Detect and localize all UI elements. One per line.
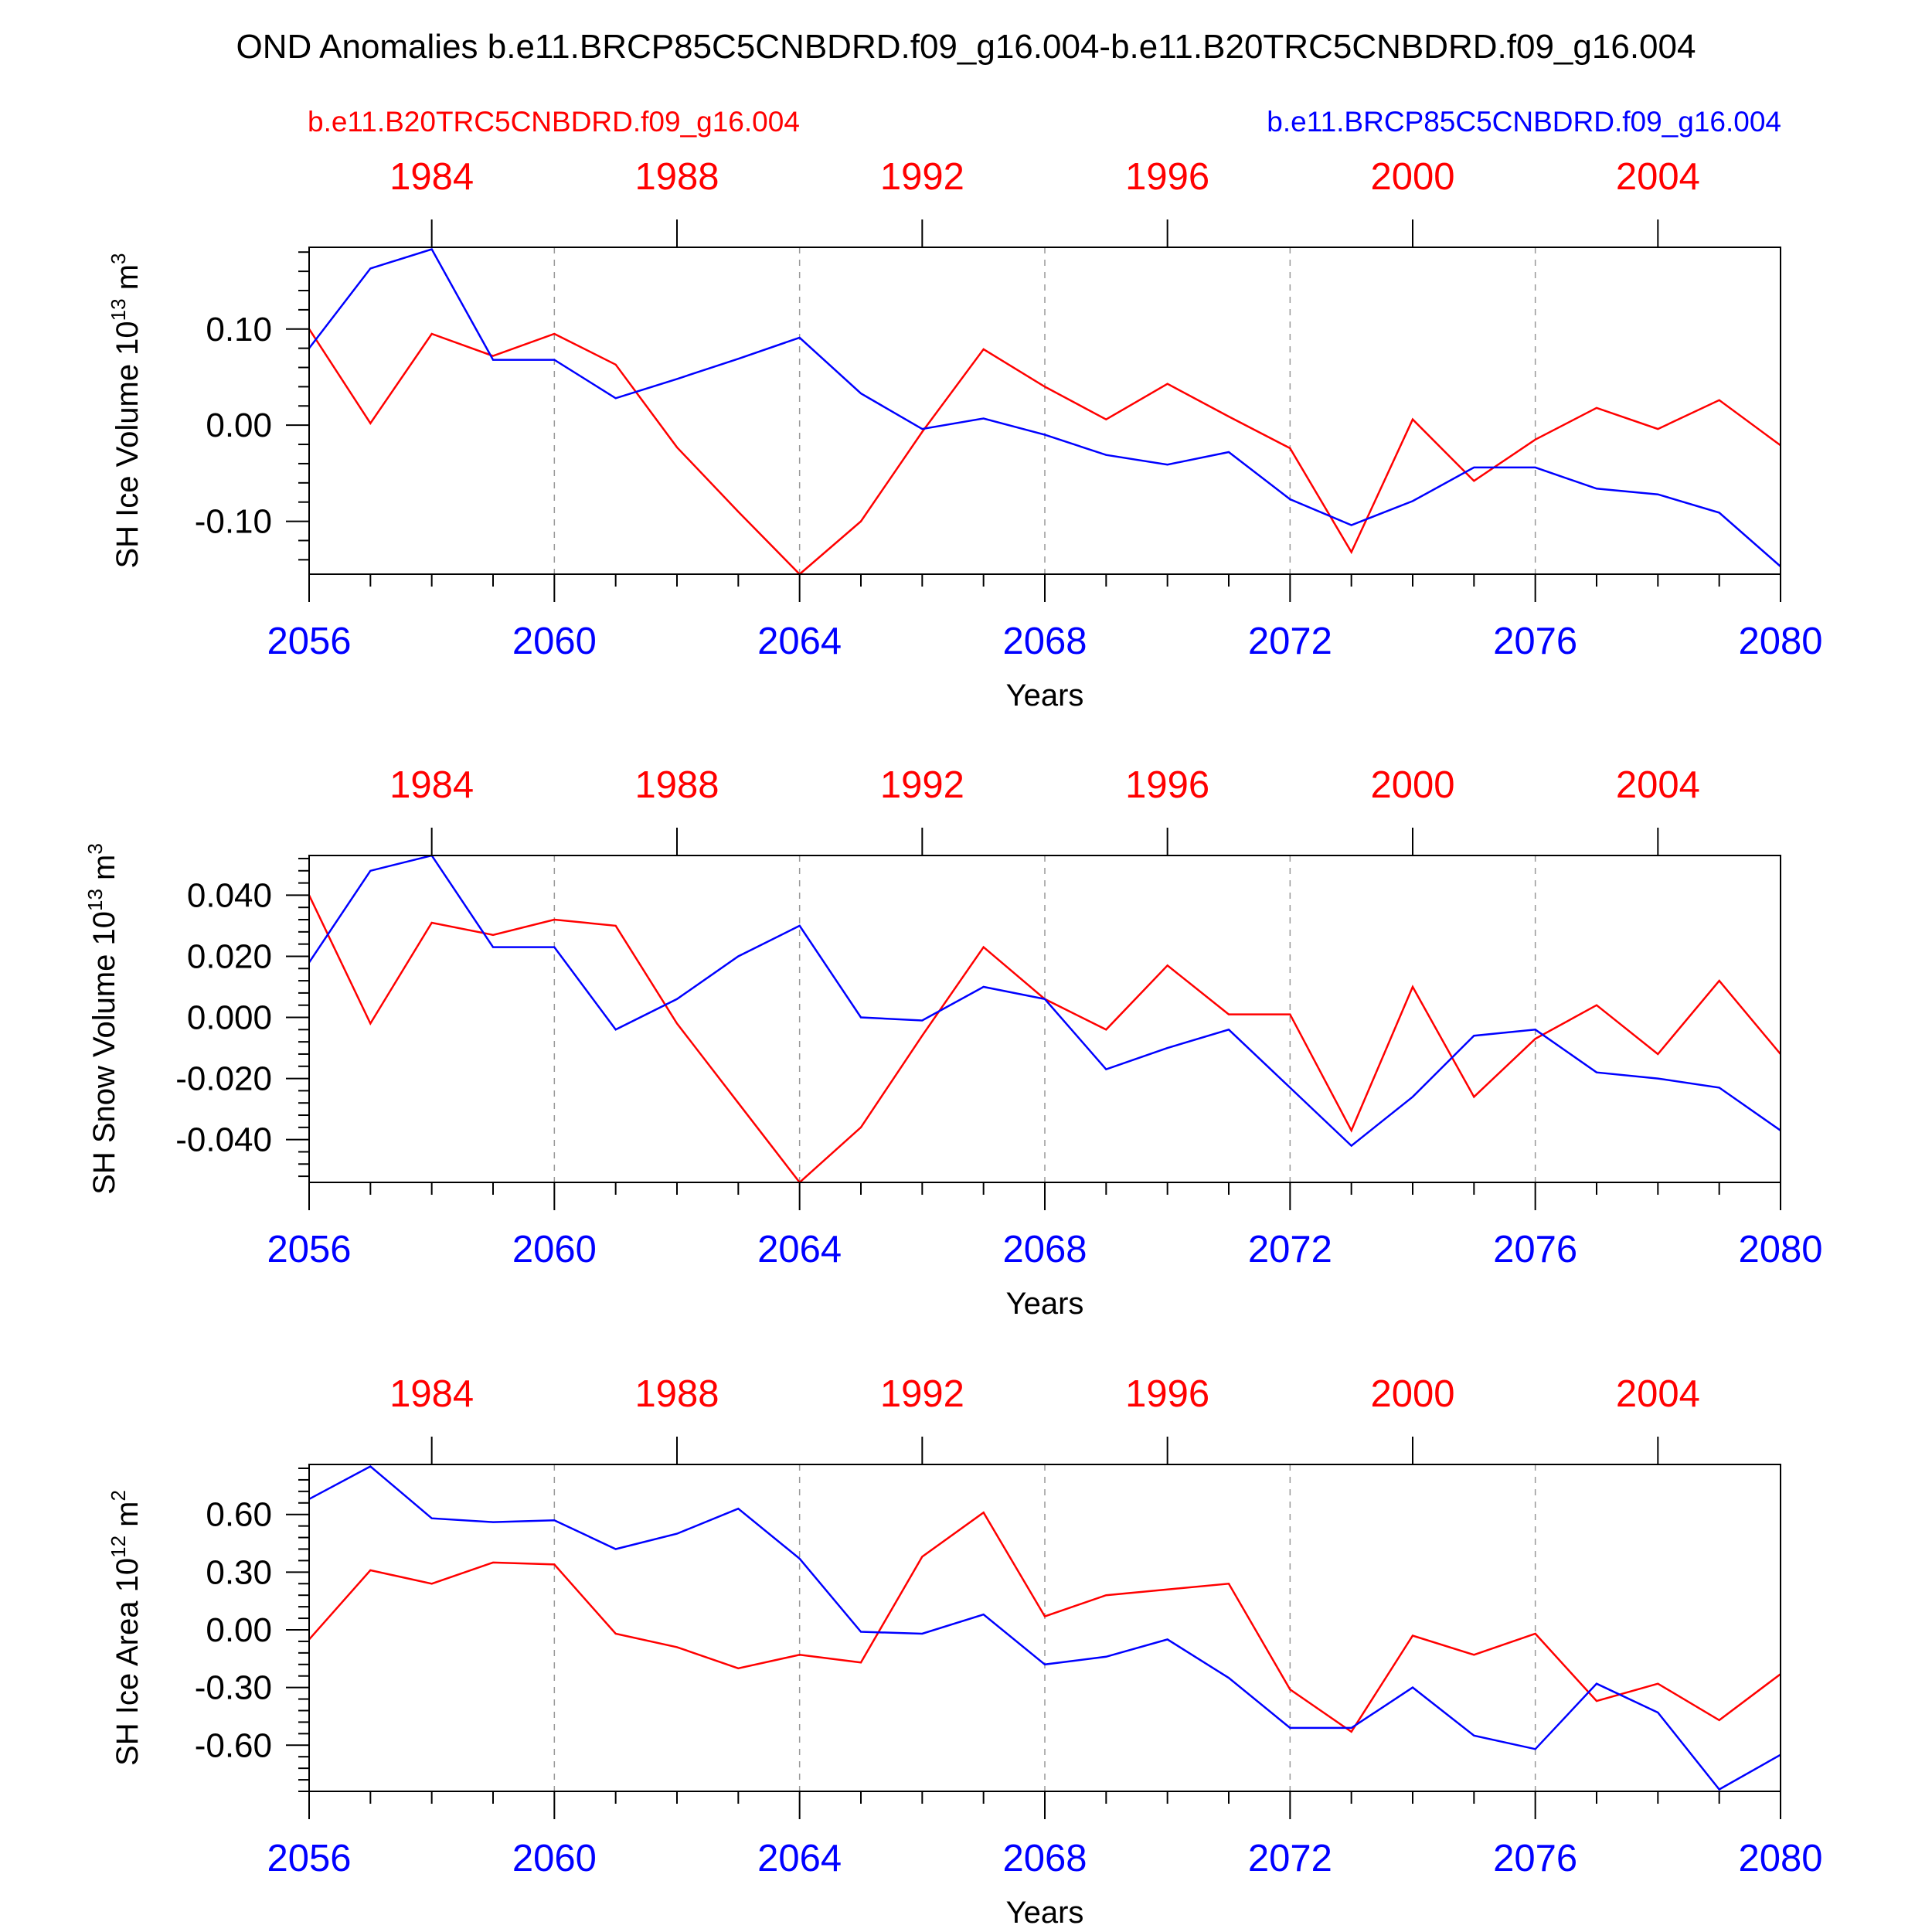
top-tick-label: 1988 bbox=[634, 1373, 719, 1415]
y-tick-label: 0.60 bbox=[206, 1496, 272, 1534]
top-tick-label: 1996 bbox=[1125, 764, 1209, 806]
x-tick-label: 2080 bbox=[1738, 1838, 1822, 1879]
series-line-blue bbox=[308, 854, 1781, 1148]
y-tick-label: 0.00 bbox=[206, 406, 272, 444]
y-tick-label: -0.30 bbox=[195, 1669, 272, 1707]
top-tick-label: 1984 bbox=[389, 156, 474, 198]
y-tick-label: 0.000 bbox=[187, 999, 272, 1037]
legend-right-label: b.e11.BRCP85C5CNBDRD.f09_g16.004 bbox=[1267, 106, 1781, 138]
top-tick-label: 2000 bbox=[1370, 156, 1454, 198]
panel-1: 2056 2060 2064 2068 2072 2076 2080 1984 1988 1992… bbox=[107, 156, 1823, 713]
x-tick-label: 2080 bbox=[1738, 621, 1822, 662]
y-tick-label: 0.10 bbox=[206, 311, 272, 349]
x-tick-label: 2056 bbox=[267, 1838, 351, 1879]
top-tick-label: 1992 bbox=[880, 1373, 964, 1415]
y-tick-label: 0.040 bbox=[187, 876, 272, 914]
panels-group: 2056 2060 2064 2068 2072 2076 2080 1984 1988 1992… bbox=[83, 156, 1823, 1930]
panel-3: 2056 2060 2064 2068 2072 2076 2080 1984 1988 1992… bbox=[107, 1373, 1823, 1930]
x-tick-label: 2064 bbox=[757, 621, 842, 662]
y-axis-title-part: m bbox=[87, 855, 121, 889]
y-axis-title-part: 3 bbox=[107, 253, 130, 264]
y-tick-label: 0.00 bbox=[206, 1611, 272, 1649]
top-tick-label: 1988 bbox=[634, 764, 719, 806]
y-tick-label: -0.10 bbox=[195, 503, 272, 541]
top-tick-label: 2000 bbox=[1370, 764, 1454, 806]
x-tick-label: 2064 bbox=[757, 1838, 842, 1879]
top-tick-label: 2004 bbox=[1616, 156, 1700, 198]
x-axis-title: Years bbox=[1006, 1896, 1084, 1930]
y-tick-label: -0.020 bbox=[175, 1060, 272, 1098]
series-line-red bbox=[308, 328, 1781, 576]
top-tick-label: 1996 bbox=[1125, 156, 1209, 198]
x-tick-label: 2068 bbox=[1002, 1838, 1087, 1879]
x-tick-label: 2060 bbox=[512, 621, 597, 662]
top-tick-label: 1984 bbox=[389, 1373, 474, 1415]
x-axis-title: Years bbox=[1006, 1287, 1084, 1321]
top-tick-label: 2000 bbox=[1370, 1373, 1454, 1415]
x-tick-label: 2072 bbox=[1248, 621, 1332, 662]
y-axis-title-part: SH Ice Area 10 bbox=[111, 1558, 145, 1766]
x-tick-label: 2068 bbox=[1002, 621, 1087, 662]
x-tick-label: 2060 bbox=[512, 1229, 597, 1270]
x-tick-label: 2056 bbox=[267, 621, 351, 662]
x-tick-label: 2080 bbox=[1738, 1229, 1822, 1270]
panel-2: 2056 2060 2064 2068 2072 2076 2080 1984 1988 1992… bbox=[83, 764, 1823, 1321]
x-axis-title: Years bbox=[1006, 679, 1084, 713]
legend-left-label: b.e11.B20TRC5CNBDRD.f09_g16.004 bbox=[308, 106, 800, 138]
x-tick-label: 2072 bbox=[1248, 1838, 1332, 1879]
y-axis-title-part: SH Ice Volume 10 bbox=[111, 321, 145, 568]
x-tick-label: 2076 bbox=[1493, 1838, 1577, 1879]
x-tick-label: 2076 bbox=[1493, 621, 1577, 662]
x-tick-label: 2076 bbox=[1493, 1229, 1577, 1270]
x-tick-label: 2064 bbox=[757, 1229, 842, 1270]
y-axis-title-part: 13 bbox=[107, 298, 130, 321]
y-axis-title-part: SH Snow Volume 10 bbox=[87, 911, 121, 1195]
series-line-red bbox=[308, 1511, 1781, 1733]
y-axis-title: SH Ice Area 1012 m2 bbox=[107, 1490, 145, 1766]
y-axis-title-part: 13 bbox=[83, 889, 107, 911]
top-tick-label: 1988 bbox=[634, 156, 719, 198]
top-tick-label: 1984 bbox=[389, 764, 474, 806]
top-tick-label: 2004 bbox=[1616, 764, 1700, 806]
y-axis-title-part: m bbox=[111, 1502, 145, 1536]
x-tick-label: 2056 bbox=[267, 1229, 351, 1270]
x-tick-label: 2060 bbox=[512, 1838, 597, 1879]
y-tick-label: -0.040 bbox=[175, 1121, 272, 1159]
top-tick-label: 1996 bbox=[1125, 1373, 1209, 1415]
top-tick-label: 2004 bbox=[1616, 1373, 1700, 1415]
x-tick-label: 2068 bbox=[1002, 1229, 1087, 1270]
y-axis-title-part: m bbox=[111, 264, 145, 298]
y-axis-title-part: 2 bbox=[107, 1490, 130, 1501]
y-tick-label: 0.30 bbox=[206, 1553, 272, 1591]
x-tick-label: 2072 bbox=[1248, 1229, 1332, 1270]
chart-title: OND Anomalies b.e11.BRCP85C5CNBDRD.f09_g… bbox=[236, 28, 1696, 66]
y-axis-title-part: 3 bbox=[83, 843, 107, 854]
y-axis-title: SH Snow Volume 1013 m3 bbox=[83, 843, 121, 1195]
top-tick-label: 1992 bbox=[880, 156, 964, 198]
series-line-blue bbox=[308, 1464, 1781, 1791]
y-tick-label: 0.020 bbox=[187, 937, 272, 975]
series-line-red bbox=[308, 894, 1781, 1184]
series-line-blue bbox=[308, 248, 1781, 567]
y-axis-title: SH Ice Volume 1013 m3 bbox=[107, 253, 145, 568]
top-tick-label: 1992 bbox=[880, 764, 964, 806]
y-tick-label: -0.60 bbox=[195, 1726, 272, 1764]
y-axis-title-part: 12 bbox=[107, 1536, 130, 1558]
